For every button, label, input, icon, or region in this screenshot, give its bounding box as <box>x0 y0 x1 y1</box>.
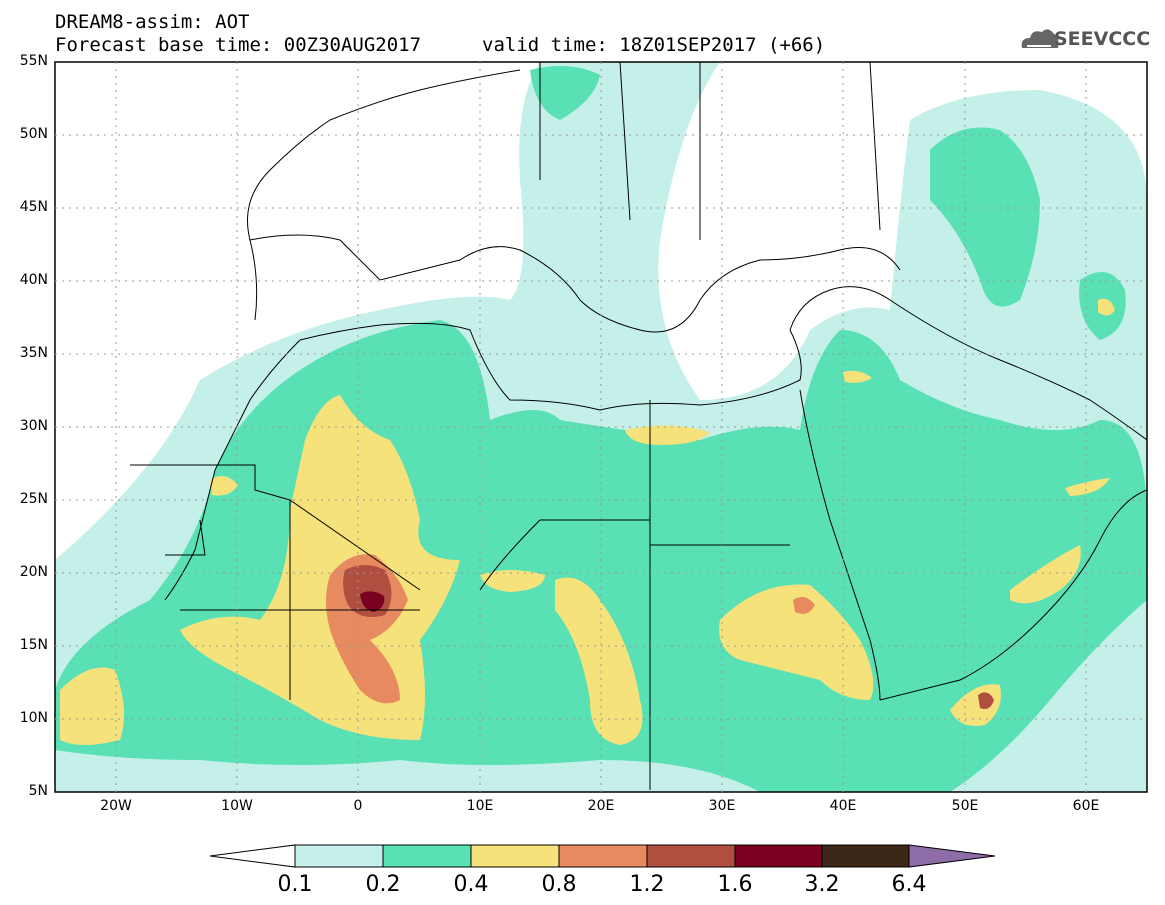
lon-label: 20E <box>587 798 615 814</box>
lat-label: 15N <box>19 637 48 653</box>
lat-label: 55N <box>19 53 48 69</box>
colorbar-label: 0.8 <box>541 872 577 897</box>
colorbar-label: 0.4 <box>453 872 489 897</box>
colorbar-label: 0.2 <box>365 872 401 897</box>
lon-label: 40E <box>829 798 857 814</box>
lon-label: 10W <box>221 798 253 814</box>
colorbar-label: 0.1 <box>277 872 313 897</box>
cloud-icon <box>1021 29 1059 48</box>
logo-text: SEEVCCC <box>1054 28 1151 50</box>
lat-label: 10N <box>19 710 48 726</box>
colorbar-label: 1.2 <box>629 872 665 897</box>
forecast-base-time: Forecast base time: 00Z30AUG2017 <box>55 34 422 56</box>
lon-label: 60E <box>1072 798 1100 814</box>
lat-label: 20N <box>19 564 48 580</box>
valid-time: valid time: 18Z01SEP2017 (+66) <box>482 34 826 56</box>
lat-label: 50N <box>19 126 48 142</box>
lon-label: 50E <box>951 798 979 814</box>
lat-label: 30N <box>19 418 48 434</box>
lon-label: 30E <box>708 798 736 814</box>
coastlines <box>130 62 1147 790</box>
lat-label: 45N <box>19 199 48 215</box>
colorbar-label: 1.6 <box>717 872 753 897</box>
lon-label: 0 <box>353 798 363 814</box>
lat-label: 25N <box>19 491 48 507</box>
lon-label: 20W <box>100 798 132 814</box>
colorbar-label: 6.4 <box>891 872 927 897</box>
lat-label: 40N <box>19 272 48 288</box>
colorbar-label: 3.2 <box>804 872 840 897</box>
lon-label: 10E <box>466 798 494 814</box>
lat-label: 35N <box>19 345 48 361</box>
lat-label: 5N <box>28 783 48 799</box>
colorbar <box>209 844 996 868</box>
map-title: DREAM8-assim: AOT <box>55 11 250 33</box>
map-gridlines <box>55 62 1147 792</box>
